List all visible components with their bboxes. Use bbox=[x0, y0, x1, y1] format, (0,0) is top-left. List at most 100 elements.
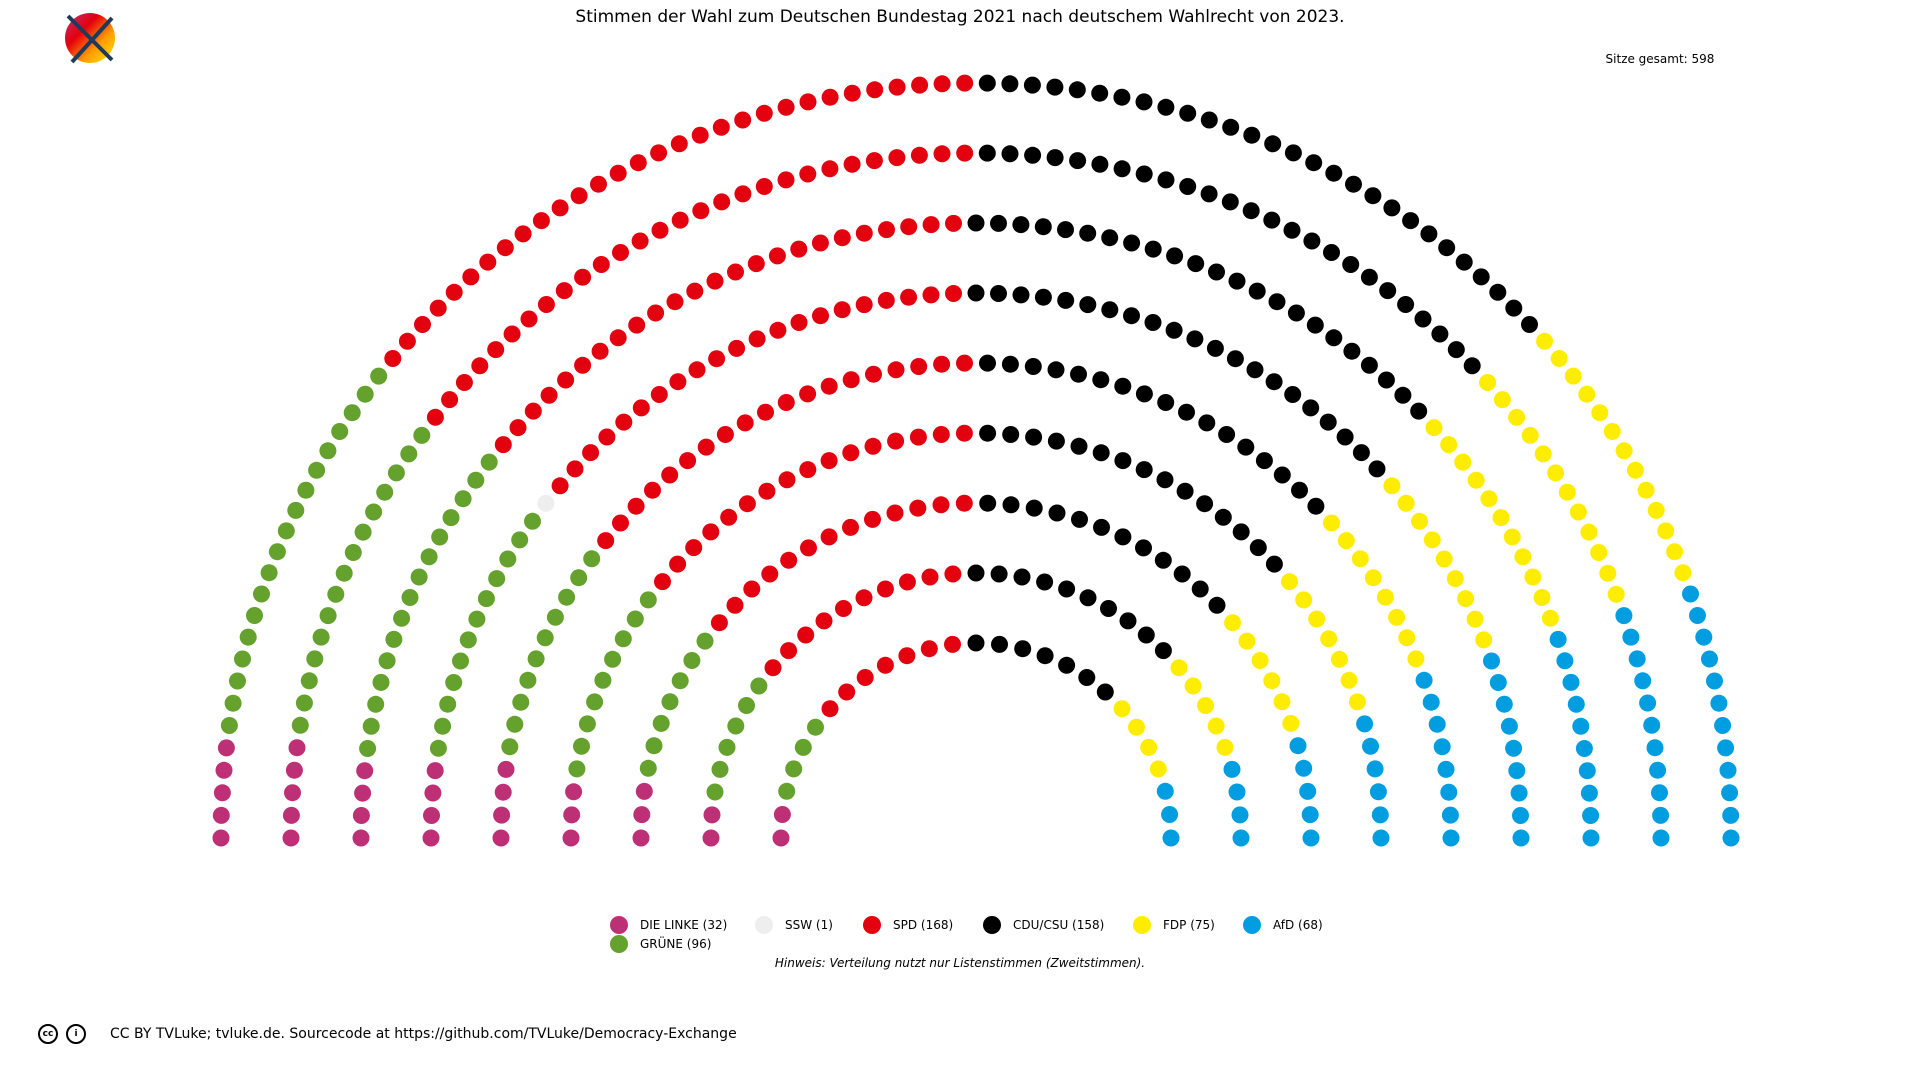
seat-gr-ne bbox=[614, 630, 632, 648]
seat-spd bbox=[922, 286, 940, 304]
seat-cdu-csu bbox=[1200, 185, 1218, 203]
seat-gr-ne bbox=[234, 650, 251, 668]
seat-gr-ne bbox=[652, 714, 670, 732]
seat-gr-ne bbox=[401, 589, 419, 606]
seat-cdu-csu bbox=[979, 494, 997, 512]
seat-die-linke bbox=[633, 806, 651, 824]
seat-spd bbox=[598, 428, 616, 446]
seat-cdu-csu bbox=[1360, 268, 1378, 286]
seat-fdp bbox=[1466, 610, 1484, 628]
seat-cdu-csu bbox=[1255, 452, 1273, 470]
seat-cdu-csu bbox=[1001, 75, 1019, 93]
seat-die-linke bbox=[213, 784, 231, 802]
seat-afd bbox=[1508, 762, 1526, 780]
seat-die-linke bbox=[426, 762, 444, 780]
seat-gr-ne bbox=[583, 550, 601, 568]
seat-cdu-csu bbox=[1196, 495, 1214, 513]
seat-cdu-csu bbox=[1191, 580, 1209, 598]
seat-spd bbox=[509, 419, 527, 437]
seat-cdu-csu bbox=[1012, 286, 1030, 304]
seat-cdu-csu bbox=[1325, 164, 1343, 182]
seat-fdp bbox=[1337, 532, 1355, 550]
seat-gr-ne bbox=[413, 426, 431, 444]
seat-cdu-csu bbox=[1079, 589, 1097, 607]
seat-afd bbox=[1722, 806, 1740, 824]
seat-cdu-csu bbox=[1135, 93, 1153, 111]
legend-item-ssw: SSW (1) bbox=[755, 916, 833, 934]
seat-fdp bbox=[1170, 659, 1188, 677]
seat-cdu-csu bbox=[1154, 551, 1172, 569]
seat-spd bbox=[592, 256, 610, 273]
seat-fdp bbox=[1558, 483, 1576, 501]
seat-die-linke bbox=[497, 760, 515, 778]
seat-gr-ne bbox=[344, 544, 362, 561]
seat-die-linke bbox=[215, 761, 233, 779]
seat-cdu-csu bbox=[1046, 149, 1064, 167]
seat-spd bbox=[815, 612, 833, 630]
seat-gr-ne bbox=[807, 718, 824, 736]
seat-die-linke bbox=[423, 807, 440, 824]
seat-cdu-csu bbox=[1113, 88, 1131, 106]
seat-afd bbox=[1582, 807, 1600, 824]
seat-gr-ne bbox=[431, 528, 449, 546]
seat-afd bbox=[1437, 760, 1455, 778]
seat-cdu-csu bbox=[1237, 438, 1255, 456]
seat-spd bbox=[887, 361, 905, 379]
seat-gr-ne bbox=[239, 628, 257, 646]
seat-gr-ne bbox=[501, 738, 519, 756]
seat-cdu-csu bbox=[1135, 539, 1152, 557]
seat-gr-ne bbox=[718, 738, 736, 756]
seat-cdu-csu bbox=[979, 354, 996, 372]
seat-cdu-csu bbox=[1305, 154, 1323, 172]
seat-afd bbox=[1512, 829, 1530, 847]
seat-cdu-csu bbox=[1036, 573, 1054, 591]
seat-spd bbox=[900, 288, 918, 306]
seat-gr-ne bbox=[511, 531, 529, 549]
seat-die-linke bbox=[772, 829, 790, 847]
seat-spd bbox=[609, 329, 627, 347]
seat-spd bbox=[445, 283, 463, 301]
seat-cdu-csu bbox=[1157, 171, 1175, 189]
seat-spd bbox=[574, 356, 592, 374]
seat-afd bbox=[1652, 806, 1670, 824]
seat-spd bbox=[670, 135, 688, 153]
seat-gr-ne bbox=[343, 404, 361, 422]
seat-cdu-csu bbox=[1243, 126, 1261, 144]
seat-afd bbox=[1578, 762, 1596, 780]
seat-gr-ne bbox=[570, 569, 588, 587]
seat-fdp bbox=[1457, 590, 1475, 608]
seat-cdu-csu bbox=[1208, 596, 1226, 614]
seat-gr-ne bbox=[434, 717, 452, 735]
seat-gr-ne bbox=[604, 650, 622, 668]
seat-spd bbox=[911, 76, 929, 94]
seat-spd bbox=[833, 229, 851, 247]
legend-item-die-linke: DIE LINKE (32) bbox=[610, 916, 727, 934]
seat-spd bbox=[494, 436, 512, 454]
seat-fdp bbox=[1251, 652, 1269, 669]
seat-fdp bbox=[1547, 464, 1565, 482]
seat-cdu-csu bbox=[1024, 146, 1042, 164]
seat-spd bbox=[820, 377, 838, 395]
seat-cdu-csu bbox=[1414, 310, 1432, 328]
seat-fdp bbox=[1666, 543, 1684, 561]
seat-spd bbox=[864, 510, 881, 528]
seat-spd bbox=[429, 299, 447, 317]
seat-die-linke bbox=[563, 806, 581, 824]
seat-fdp bbox=[1330, 650, 1348, 668]
seat-cdu-csu bbox=[1001, 145, 1019, 163]
seat-spd bbox=[747, 255, 765, 273]
seat-afd bbox=[1512, 807, 1529, 824]
seat-gr-ne bbox=[459, 631, 477, 649]
seat-spd bbox=[956, 144, 974, 162]
seat-gr-ne bbox=[400, 445, 418, 463]
seat-gr-ne bbox=[376, 483, 394, 501]
seat-afd bbox=[1489, 674, 1507, 691]
seat-afd bbox=[1232, 829, 1250, 847]
seat-spd bbox=[734, 111, 752, 129]
seat-die-linke bbox=[285, 761, 303, 779]
seat-spd bbox=[838, 683, 856, 701]
seat-spd bbox=[628, 316, 646, 334]
seat-cdu-csu bbox=[1114, 377, 1132, 395]
seat-cdu-csu bbox=[1287, 304, 1305, 322]
seat-fdp bbox=[1467, 471, 1485, 489]
